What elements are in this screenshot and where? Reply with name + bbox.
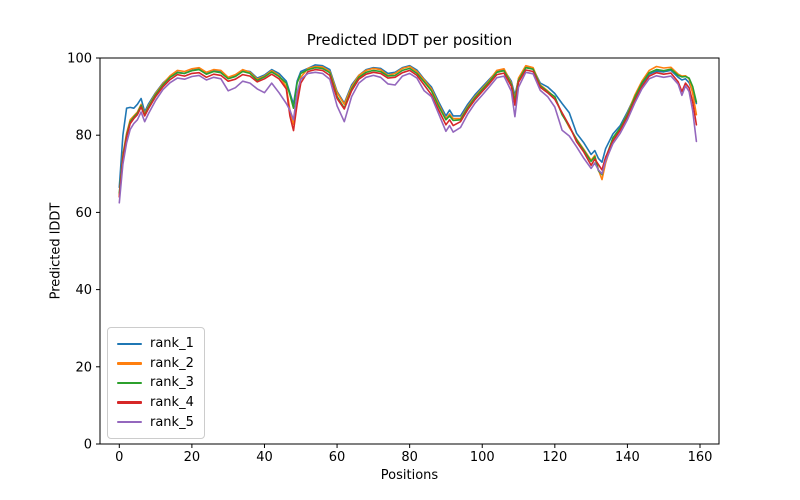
legend-line-sample (117, 401, 142, 404)
legend-label: rank_2 (150, 355, 194, 371)
legend-item-rank_5: rank_5 (117, 412, 195, 432)
y-tick-label: 100 (67, 52, 92, 67)
y-tick-label: 80 (75, 129, 92, 144)
legend-item-rank_1: rank_1 (117, 334, 195, 354)
y-axis-label: Predicted lDDT (48, 202, 64, 300)
series-line-rank_5 (118, 71, 698, 204)
x-tick-label: 100 (470, 450, 495, 465)
legend-line-sample (117, 362, 142, 365)
x-tick-label: 20 (184, 450, 201, 465)
y-tick-label: 60 (75, 206, 92, 221)
y-tick-label: 40 (75, 283, 92, 298)
x-tick-label: 60 (329, 450, 346, 465)
x-tick-label: 40 (256, 450, 273, 465)
y-tick-label: 20 (75, 360, 92, 375)
legend: rank_1 rank_2 rank_3 rank_4 rank_5 (107, 327, 205, 439)
series-line-rank_2 (118, 64, 698, 196)
series-line-rank_1 (118, 64, 698, 189)
y-tick-label: 0 (84, 438, 92, 453)
legend-label: rank_1 (150, 336, 194, 352)
legend-label: rank_5 (150, 414, 194, 430)
x-axis-label: Positions (380, 468, 439, 483)
legend-line-sample (117, 342, 142, 346)
legend-item-rank_4: rank_4 (117, 393, 195, 413)
chart-title: Predicted lDDT per position (306, 31, 513, 49)
legend-line-sample (117, 420, 142, 424)
series-line-rank_3 (118, 66, 698, 194)
x-tick-label: 120 (542, 450, 567, 465)
legend-item-rank_3: rank_3 (117, 373, 195, 393)
series-line-rank_4 (118, 68, 698, 198)
legend-label: rank_4 (150, 395, 194, 411)
x-tick-label: 140 (615, 450, 640, 465)
x-tick-label: 160 (688, 450, 713, 465)
x-tick-label: 0 (115, 450, 123, 465)
legend-item-rank_2: rank_2 (117, 354, 195, 374)
legend-label: rank_3 (150, 375, 194, 391)
x-tick-label: 80 (401, 450, 418, 465)
legend-line-sample (117, 381, 142, 385)
